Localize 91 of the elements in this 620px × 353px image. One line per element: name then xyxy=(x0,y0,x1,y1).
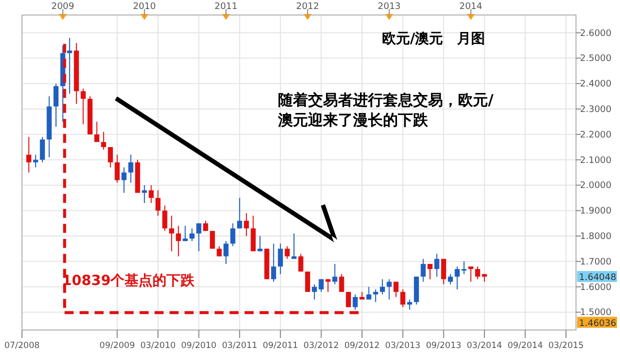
candlestick xyxy=(216,246,222,257)
y-tick-label: 2.0000 xyxy=(580,181,612,192)
text: 欧元/澳元 月图 xyxy=(382,30,486,48)
candlestick xyxy=(468,266,474,282)
y-tick-label: 2.5000 xyxy=(580,54,612,64)
text: 1.46036 xyxy=(579,318,616,329)
candlestick xyxy=(339,274,344,292)
candlestick xyxy=(169,215,174,252)
candlestick xyxy=(475,266,480,280)
candlestick xyxy=(101,131,106,150)
y-tick-label: 2.2000 xyxy=(580,130,612,140)
y-tick-label: 1.7000 xyxy=(580,257,612,268)
candlestick xyxy=(128,154,134,184)
x2-tick-label: 2014 xyxy=(459,2,483,12)
x-tick-label: 09/2009 xyxy=(100,341,135,351)
y-tick-label: 2.4000 xyxy=(580,80,612,90)
candlestick xyxy=(108,146,113,168)
x2-tick-label: 2012 xyxy=(296,2,320,12)
candlestick xyxy=(94,121,100,143)
candlestick xyxy=(373,288,378,303)
candlestick xyxy=(33,154,38,168)
candlestick xyxy=(224,240,229,264)
candlestick xyxy=(400,288,406,308)
candlestick xyxy=(203,220,208,232)
text: 1.64048 xyxy=(579,273,616,284)
x-tick-label: 09/2012 xyxy=(344,341,380,351)
x-tick-label: 03/2015 xyxy=(548,341,584,351)
y-tick-label: 1.5000 xyxy=(580,308,612,318)
candlestick xyxy=(454,266,460,290)
candlestick xyxy=(190,228,195,242)
x-tick-label: 03/2013 xyxy=(385,341,420,351)
candlestick xyxy=(148,184,154,204)
candlestick xyxy=(80,88,86,125)
x2-tick-label: 2010 xyxy=(132,2,156,12)
x2-tick-label: 2009 xyxy=(51,2,75,12)
candlestick xyxy=(278,243,283,275)
candlestick xyxy=(182,225,188,242)
x-tick-label: 07/2008 xyxy=(4,341,40,351)
candlestick xyxy=(441,258,446,285)
annotation: 随着交易者进行套息交易，欧元/澳元迎来了漫长的下跌 xyxy=(278,90,494,130)
candlestick xyxy=(176,225,181,257)
candlestick xyxy=(122,166,127,194)
candlestick xyxy=(284,246,290,260)
y-tick-label: 1.6000 xyxy=(580,282,612,293)
candlestick xyxy=(407,299,412,310)
x-tick-label: 09/2014 xyxy=(508,341,543,351)
candlestick xyxy=(394,281,399,298)
candlestick xyxy=(114,154,120,184)
candlestick xyxy=(54,83,58,128)
y-tick-label: 2.1000 xyxy=(580,156,612,166)
candlestick xyxy=(428,263,433,280)
x-tick-label: 09/2013 xyxy=(426,341,462,351)
candlestick xyxy=(237,197,242,229)
x-tick-label: 03/2014 xyxy=(466,341,502,351)
candlestick xyxy=(298,253,304,272)
annotation: 10839个基点的下跌 xyxy=(62,272,196,291)
candlestick xyxy=(156,190,161,216)
candlestick xyxy=(332,263,338,285)
candlestick xyxy=(448,274,453,285)
y-tick-label: 2.6000 xyxy=(580,28,612,39)
candlestick xyxy=(142,184,147,204)
candlestick xyxy=(258,236,263,252)
x-tick-label: 03/2012 xyxy=(304,341,339,351)
candlestick xyxy=(244,212,249,237)
candlestick xyxy=(196,222,202,252)
candlestick xyxy=(162,205,168,232)
candlestick xyxy=(67,37,72,94)
candlestick xyxy=(420,258,426,282)
candlestick xyxy=(462,260,467,275)
candlestick xyxy=(26,136,32,173)
y-tick-label: 1.9000 xyxy=(580,206,612,217)
candlestick xyxy=(352,294,358,310)
candlestick xyxy=(40,136,45,163)
candlestick xyxy=(380,278,385,295)
x-tick-label: 03/2011 xyxy=(222,341,258,351)
candlestick xyxy=(386,278,392,300)
candlestick xyxy=(366,286,372,300)
candlestick xyxy=(230,222,236,247)
x-tick-label: 03/2010 xyxy=(140,341,176,351)
x-tick-label: 09/2011 xyxy=(262,341,298,351)
y-tick-label: 1.8000 xyxy=(580,232,612,242)
y-tick-label: 2.3000 xyxy=(580,104,612,115)
candlestick xyxy=(271,243,276,282)
candlestick xyxy=(292,232,297,260)
x2-tick-label: 2011 xyxy=(214,2,238,12)
x2-tick-label: 2013 xyxy=(378,2,401,12)
candlestick xyxy=(434,253,440,278)
candlestick xyxy=(250,215,256,252)
candlestick xyxy=(326,278,331,292)
x-tick-label: 09/2010 xyxy=(181,341,216,351)
candlestick xyxy=(305,271,310,292)
